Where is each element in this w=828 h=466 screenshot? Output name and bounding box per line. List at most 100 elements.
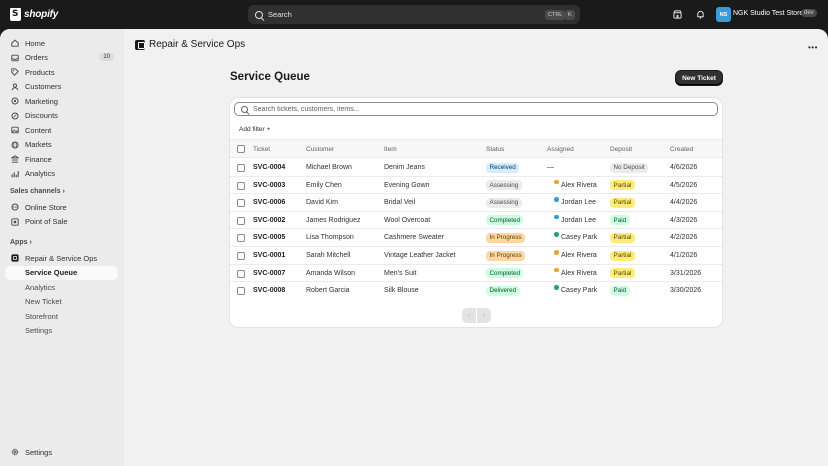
ticket-id[interactable]: SVC-0001 xyxy=(253,252,286,259)
deposit-badge: Partial xyxy=(610,268,635,279)
table-row[interactable]: SVC-0008 Robert Garcia Silk Blouse Delivere… xyxy=(230,282,722,300)
sales-channels-label[interactable]: Sales channels › xyxy=(10,188,65,195)
created-date: 4/5/2026 xyxy=(670,181,698,189)
col-item[interactable]: Item xyxy=(384,146,397,153)
row-checkbox[interactable] xyxy=(237,287,245,296)
table-row[interactable]: SVC-0003 Emily Chen Evening Gown Assessing A… xyxy=(230,177,722,195)
ticket-search[interactable] xyxy=(234,102,718,116)
sidebar-item-repair-service-ops[interactable]: Repair & Service Ops xyxy=(5,251,118,265)
pagination-next-button[interactable]: › xyxy=(476,308,491,323)
sidebar-item-orders[interactable]: Orders 10 xyxy=(5,51,118,65)
ticket-id[interactable]: SVC-0008 xyxy=(253,287,286,295)
sidebar-item-label: Analytics xyxy=(25,169,56,178)
sidebar-sub-service-queue[interactable]: Service Queue xyxy=(5,265,118,280)
select-all-checkbox[interactable] xyxy=(237,145,245,153)
store-avatar[interactable]: NS xyxy=(716,7,731,22)
sidebar-item-label: Marketing xyxy=(25,96,58,106)
assignee-dot xyxy=(554,267,559,273)
home-icon xyxy=(11,39,19,47)
sidebar-item-markets[interactable]: Markets xyxy=(5,138,118,152)
assignee: Alex Rivera xyxy=(554,179,597,189)
shopify-logo[interactable]: shopify xyxy=(10,8,58,21)
ticket-id[interactable]: SVC-0002 xyxy=(253,216,286,224)
assignee: Alex Rivera xyxy=(554,267,597,277)
col-status[interactable]: Status xyxy=(486,146,505,153)
assignee-name: Alex Rivera xyxy=(561,181,597,189)
store-name[interactable]: NGK Studio Test Store xyxy=(733,10,804,17)
sidebar-item-marketing[interactable]: Marketing xyxy=(5,94,118,108)
sidebar-item-label: Repair & Service Ops xyxy=(25,253,98,263)
table-row[interactable]: SVC-0006 David Kim Bridal Veil Assessing Jor… xyxy=(230,194,722,212)
more-options-icon[interactable]: ••• xyxy=(808,43,818,52)
customer-name: Lisa Thompson xyxy=(306,234,354,242)
new-ticket-button[interactable]: New Ticket xyxy=(676,71,722,85)
col-ticket[interactable]: Ticket xyxy=(253,146,271,153)
customer-name: Emily Chen xyxy=(306,181,342,189)
sidebar-sub-storefront[interactable]: Storefront xyxy=(5,309,118,323)
gear-icon xyxy=(11,448,19,456)
table-row[interactable]: SVC-0002 James Rodriguez Wool Overcoat Comp… xyxy=(230,212,722,230)
table-row[interactable]: SVC-0007 Amanda Wilson Men's Suit Completed… xyxy=(230,265,722,283)
assignee-dot xyxy=(554,232,559,237)
assignee: Alex Rivera xyxy=(554,250,597,259)
pagination-prev-button[interactable]: ‹ xyxy=(462,308,477,323)
table-row[interactable]: SVC-0004 Michael Brown Denim Jeans Received… xyxy=(230,159,722,177)
chevron-right-icon: › xyxy=(29,239,32,246)
col-assigned[interactable]: Assigned xyxy=(547,146,574,153)
row-checkbox[interactable] xyxy=(237,199,245,208)
row-checkbox[interactable] xyxy=(237,216,245,225)
customer-name: James Rodriguez xyxy=(306,216,361,224)
col-created[interactable]: Created xyxy=(670,146,694,153)
pagination: ‹ › xyxy=(462,308,491,323)
customer-name: Amanda Wilson xyxy=(306,269,356,277)
sidebar-item-home[interactable]: Home xyxy=(5,36,118,50)
sidebar-sub-label: Settings xyxy=(25,326,53,335)
sidebar-sub-analytics[interactable]: Analytics xyxy=(5,280,118,294)
ticket-id[interactable]: SVC-0004 xyxy=(253,164,286,171)
sidebar-sub-settings[interactable]: Settings xyxy=(5,324,118,338)
row-checkbox[interactable] xyxy=(237,181,245,190)
table-row[interactable]: SVC-0001 Sarah Mitchell Vintage Leather Ja… xyxy=(230,247,722,265)
col-deposit[interactable]: Deposit xyxy=(610,146,633,153)
col-customer[interactable]: Customer xyxy=(306,146,335,153)
sidebar: Home Orders 10 Products Customers Market… xyxy=(0,29,124,466)
sidebar-item-point-of-sale[interactable]: Point of Sale xyxy=(5,215,118,229)
ticket-search-input[interactable] xyxy=(253,105,653,113)
sidebar-sub-label: Service Queue xyxy=(25,268,78,277)
table-row[interactable]: SVC-0005 Lisa Thompson Cashmere Sweater In … xyxy=(230,229,722,247)
row-checkbox[interactable] xyxy=(237,269,245,278)
sidebar-item-finance[interactable]: Finance xyxy=(5,152,118,166)
assignee-dot xyxy=(554,179,559,185)
ticket-id[interactable]: SVC-0007 xyxy=(253,269,286,277)
ticket-id[interactable]: SVC-0006 xyxy=(253,199,286,207)
store-icon[interactable] xyxy=(673,10,682,19)
global-search[interactable]: Search CTRL K xyxy=(248,5,580,24)
sidebar-item-analytics[interactable]: Analytics xyxy=(5,167,118,181)
sidebar-item-label: Point of Sale xyxy=(25,217,68,226)
ticket-id[interactable]: SVC-0005 xyxy=(253,234,286,242)
row-checkbox[interactable] xyxy=(237,234,245,243)
person-icon xyxy=(11,83,19,91)
page-title: Service Queue xyxy=(230,71,310,83)
row-checkbox[interactable] xyxy=(237,164,245,172)
customer-name: David Kim xyxy=(306,199,338,207)
deposit-badge: Partial xyxy=(610,232,635,243)
sidebar-item-settings[interactable]: Settings xyxy=(5,445,118,459)
sidebar-item-customers[interactable]: Customers xyxy=(5,80,118,94)
bell-icon[interactable] xyxy=(696,10,705,19)
sidebar-item-label: Settings xyxy=(25,447,53,457)
deposit-badge: No Deposit xyxy=(610,162,649,173)
apps-label[interactable]: Apps › xyxy=(10,239,32,246)
sidebar-item-discounts[interactable]: Discounts xyxy=(5,109,118,123)
tickets-card: Add filter + Ticket Customer Item Status… xyxy=(230,98,722,327)
chevron-right-icon: › xyxy=(62,188,65,195)
sidebar-sub-new-ticket[interactable]: New Ticket xyxy=(5,295,118,309)
ticket-id[interactable]: SVC-0003 xyxy=(253,181,286,189)
sidebar-item-content[interactable]: Content xyxy=(5,123,118,137)
assignee-name: Jordan Lee xyxy=(561,216,597,224)
sidebar-item-online-store[interactable]: Online Store xyxy=(5,200,118,214)
row-checkbox[interactable] xyxy=(237,252,245,260)
add-filter-button[interactable]: Add filter + xyxy=(239,126,271,133)
sidebar-item-products[interactable]: Products xyxy=(5,65,118,79)
top-bar: shopify Search CTRL K NS NGK Studio Test… xyxy=(0,0,828,29)
